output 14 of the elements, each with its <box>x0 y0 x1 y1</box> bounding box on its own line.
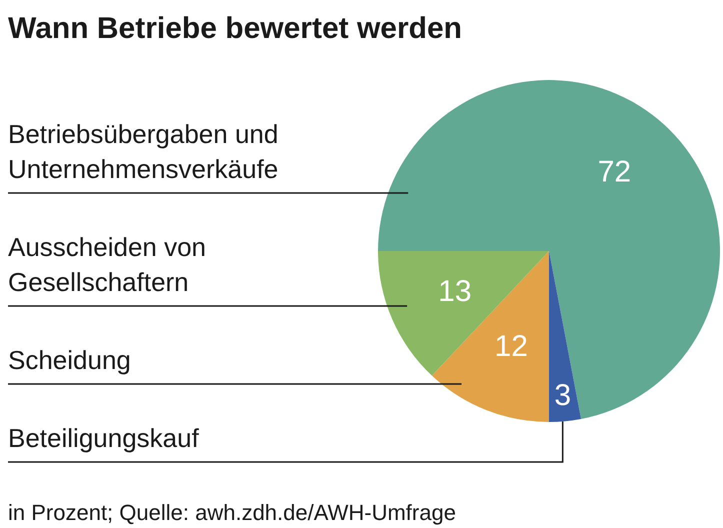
data-label: 3 <box>554 379 572 412</box>
slice-label: Ausscheiden von Gesellschaftern <box>8 232 206 297</box>
data-label: 13 <box>438 275 472 308</box>
slice-label: Beteiligungskauf <box>8 423 200 453</box>
text: in Prozent; Quelle: awh.zdh.de/AWH-Umfrage <box>8 500 456 525</box>
pie-slice <box>378 80 720 419</box>
pie-slice <box>378 251 549 376</box>
slice-label: Betriebsübergaben und Unternehmensverkäufe <box>8 119 278 184</box>
slice-label: Scheidung <box>8 345 131 375</box>
pie-slice <box>549 251 582 422</box>
data-label: 72 <box>598 155 632 188</box>
chart-title: Wann Betriebe bewertet werden <box>8 12 462 45</box>
data-label: 12 <box>494 330 528 363</box>
pie-slice <box>432 251 549 422</box>
